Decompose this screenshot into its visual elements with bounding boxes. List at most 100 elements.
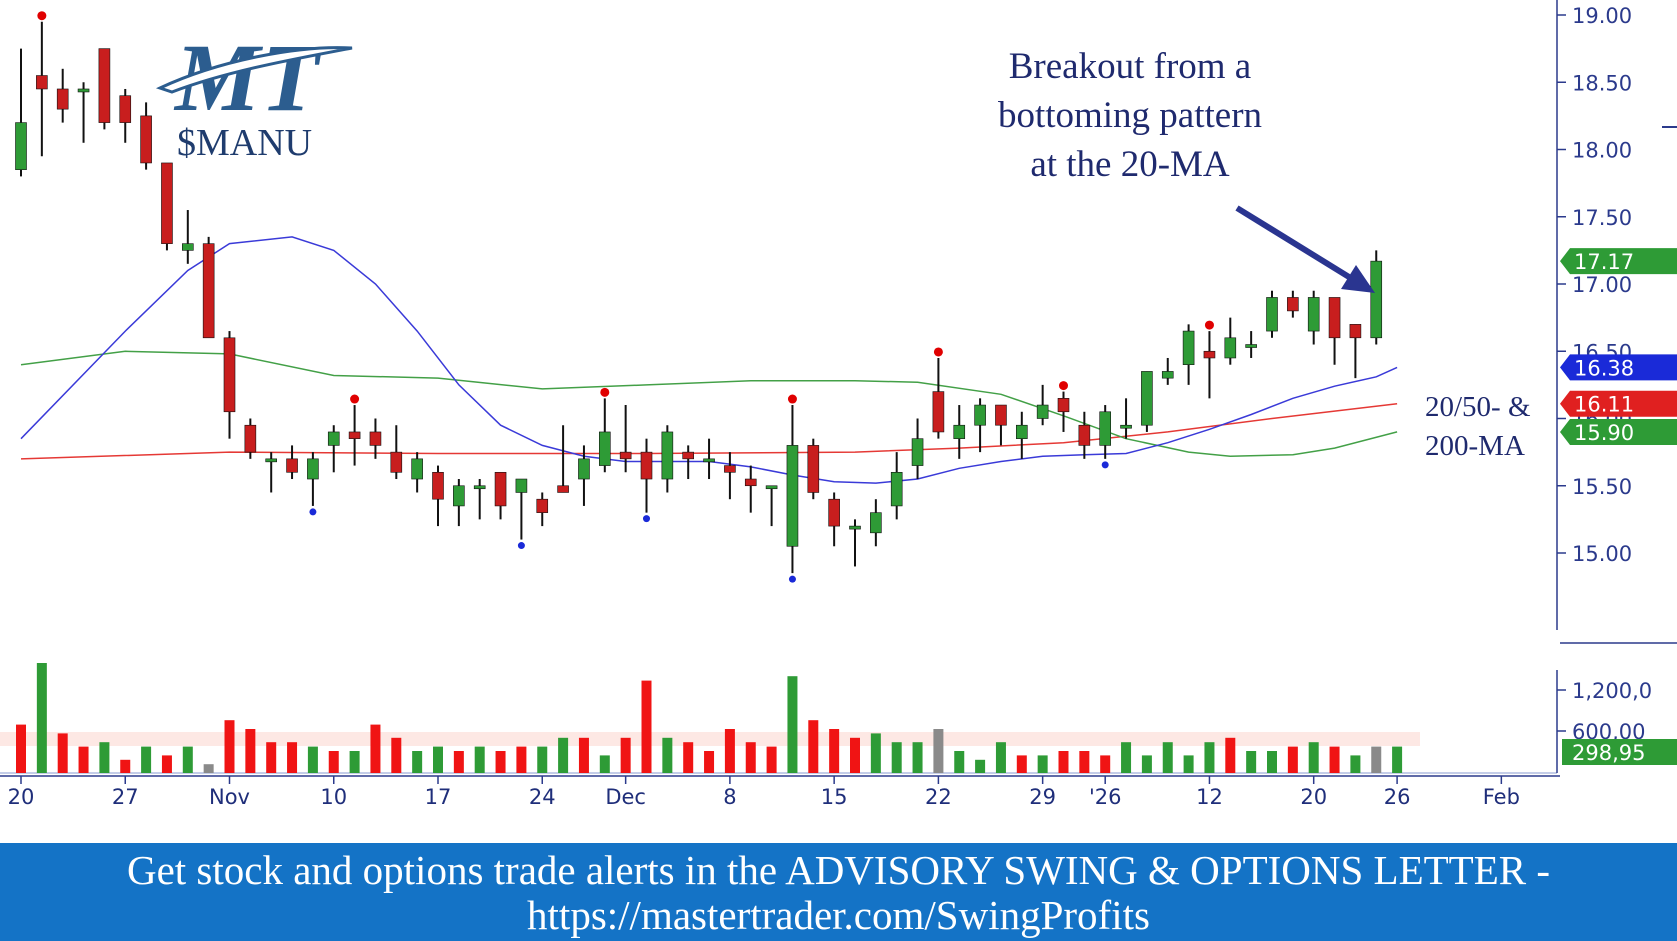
ma-note: 20/50- & 200-MA xyxy=(1425,391,1531,462)
ma20-line xyxy=(20,236,1398,484)
price-tick-label: 15.00 xyxy=(1572,542,1632,566)
volume-badge-label: 298,95 xyxy=(1572,741,1645,765)
candle-body xyxy=(1161,371,1174,379)
price-tick-label: 15.50 xyxy=(1572,475,1632,499)
candle-body xyxy=(411,458,423,480)
volume-bar xyxy=(1058,751,1069,773)
candle-body xyxy=(870,512,882,534)
date-tick-label: Nov xyxy=(209,785,250,809)
volume-bar xyxy=(224,720,235,773)
pivot-high-dot xyxy=(787,394,797,404)
date-tick-label: 24 xyxy=(529,785,556,809)
volume-bar xyxy=(78,746,89,773)
candle xyxy=(536,492,549,527)
candle-body xyxy=(1370,260,1383,339)
volume-bar xyxy=(57,733,68,773)
annotation-line-1: Breakout from a xyxy=(1009,46,1251,87)
volume-bar xyxy=(1037,755,1048,773)
volume-bar xyxy=(1329,746,1340,773)
candle xyxy=(1015,411,1028,459)
pivot-high-dot xyxy=(37,11,47,21)
volume-bar xyxy=(620,737,631,773)
candle xyxy=(1182,324,1195,385)
volume-bar xyxy=(1204,742,1215,773)
price-badge-label: 15.90 xyxy=(1574,421,1634,445)
date-tick-label: '26 xyxy=(1089,785,1122,809)
candle-body xyxy=(1036,404,1049,419)
candle-body xyxy=(390,451,403,473)
date-tick-label: 22 xyxy=(925,785,952,809)
candle-body xyxy=(515,478,528,493)
candle xyxy=(640,438,653,513)
volume-bar xyxy=(1016,755,1027,773)
candle xyxy=(578,445,590,506)
volume-bar xyxy=(36,663,47,773)
volume-bar xyxy=(1162,742,1173,773)
candle-body xyxy=(703,458,715,463)
volume-bar xyxy=(1100,755,1111,773)
candle xyxy=(682,445,695,480)
volume-bar xyxy=(954,751,965,773)
candle xyxy=(1245,331,1257,358)
candle-body xyxy=(286,458,298,473)
candle-body xyxy=(1224,337,1237,359)
candle-body xyxy=(432,471,444,500)
date-tick-label: Dec xyxy=(605,785,646,809)
volume-bar xyxy=(391,737,402,773)
candle-body xyxy=(578,458,590,480)
date-tick-label: 10 xyxy=(320,785,347,809)
pivot-low-dot xyxy=(1101,461,1109,469)
candle-body xyxy=(369,431,382,446)
volume-bar xyxy=(1308,742,1319,773)
price-badge: 17.17 xyxy=(1560,248,1677,275)
mt-logo: MT $MANU xyxy=(155,24,353,164)
volume-bar xyxy=(120,759,131,773)
price-badge-shape xyxy=(1560,354,1677,381)
candle-body xyxy=(327,431,340,446)
candle xyxy=(744,465,757,513)
date-tick-label: 8 xyxy=(723,785,736,809)
candle-body xyxy=(724,465,736,473)
candle xyxy=(265,452,278,493)
candle-body xyxy=(1266,297,1278,332)
candle-body xyxy=(348,431,361,439)
price-badge: 15.90 xyxy=(1560,418,1677,445)
candle xyxy=(140,102,152,170)
candle xyxy=(411,452,423,493)
candle xyxy=(119,88,132,143)
candle-body xyxy=(77,88,90,93)
candle xyxy=(327,425,340,473)
volume-bar xyxy=(641,680,652,773)
candle-body xyxy=(1287,297,1299,312)
candle-body xyxy=(640,451,653,480)
ma-note-line-1: 20/50- & xyxy=(1425,391,1531,423)
volume-bar xyxy=(683,742,694,773)
volume-bar xyxy=(870,733,881,773)
candle-body xyxy=(1203,350,1216,359)
candle-body xyxy=(244,424,257,453)
candle-body xyxy=(828,498,840,527)
candle-body xyxy=(182,243,194,251)
volume-bar xyxy=(995,742,1006,773)
candle xyxy=(557,425,569,493)
candle xyxy=(849,519,861,567)
candle-body xyxy=(140,115,152,164)
annotation-line-2: bottoming pattern xyxy=(998,95,1262,136)
volume-bar xyxy=(182,746,193,773)
volume-bar xyxy=(287,742,298,773)
candle xyxy=(619,405,632,473)
candle xyxy=(995,404,1007,446)
candle xyxy=(724,452,736,500)
volume-bar xyxy=(1371,746,1382,773)
candle xyxy=(1099,405,1111,459)
footer-link[interactable]: https://mastertrader.com/SwingProfits xyxy=(527,892,1150,938)
candle-body xyxy=(807,445,820,493)
candle-body xyxy=(911,438,924,466)
pivot-high-dot xyxy=(350,394,360,404)
candle-body xyxy=(974,404,986,426)
candle-body xyxy=(119,95,132,123)
candle-body xyxy=(932,391,945,433)
candle-body xyxy=(1307,297,1320,332)
volume-bar xyxy=(578,737,589,773)
volume-bar xyxy=(161,755,172,773)
